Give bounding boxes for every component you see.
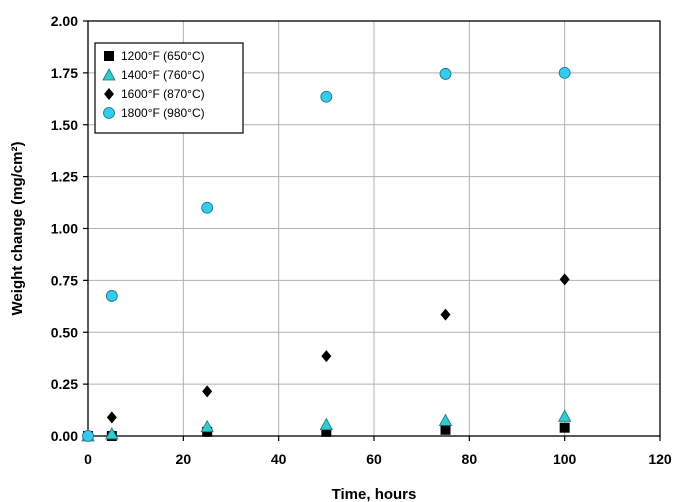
data-point xyxy=(439,68,452,80)
y-tick-label: 2.00 xyxy=(51,13,78,29)
series-2 xyxy=(81,409,572,442)
legend-label: 1200°F (650°C) xyxy=(121,49,205,63)
data-point xyxy=(201,201,214,214)
grid-lines xyxy=(87,20,661,437)
y-tick-label: 1.00 xyxy=(51,221,78,237)
legend-marker xyxy=(103,107,115,119)
data-point xyxy=(440,308,451,321)
y-tick-label: 0.00 xyxy=(51,428,78,444)
x-tick-label: 20 xyxy=(176,451,192,467)
legend-label: 1600°F (870°C) xyxy=(121,87,205,101)
legend-box xyxy=(94,42,244,134)
data-point xyxy=(105,427,119,440)
data-point xyxy=(559,273,570,286)
y-tick-label: 1.25 xyxy=(51,169,78,185)
data-point xyxy=(202,385,213,398)
data-point xyxy=(82,430,94,442)
data-point xyxy=(320,90,333,103)
data-series xyxy=(81,66,572,442)
data-point xyxy=(559,422,570,433)
legend-marker xyxy=(104,88,114,100)
x-tick-label: 100 xyxy=(553,451,577,467)
x-tick-label: 0 xyxy=(84,451,92,467)
y-tick-label: 0.75 xyxy=(51,272,78,288)
legend: 1200°F (650°C) 1400°F (760°C) 1600°F (870°… xyxy=(94,42,244,134)
data-point xyxy=(438,413,453,426)
series-3 xyxy=(83,273,570,442)
x-axis-ticks: 0 20 40 60 80 100 120 xyxy=(84,436,672,467)
data-point xyxy=(558,66,571,79)
data-point xyxy=(321,350,332,363)
x-tick-label: 120 xyxy=(648,451,672,467)
data-point xyxy=(200,419,214,433)
x-tick-label: 40 xyxy=(271,451,287,467)
data-point xyxy=(440,424,451,435)
data-point xyxy=(557,409,572,422)
y-tick-label: 0.50 xyxy=(51,324,78,340)
x-tick-label: 80 xyxy=(462,451,478,467)
x-axis-title: Time, hours xyxy=(332,486,417,502)
y-tick-label: 1.50 xyxy=(51,117,78,133)
legend-marker xyxy=(102,68,116,81)
data-point xyxy=(321,426,332,437)
y-axis-title: Weight change (mg/cm²) xyxy=(9,142,26,316)
y-tick-label: 0.25 xyxy=(51,376,78,392)
legend-label: 1800°F (980°C) xyxy=(121,106,205,120)
y-tick-label: 1.75 xyxy=(51,65,78,81)
legend-label: 1400°F (760°C) xyxy=(121,68,205,82)
y-axis-ticks: 0.00 0.25 0.50 0.75 1.00 1.25 1.50 1.75 2.00 xyxy=(51,13,88,444)
data-point xyxy=(105,290,118,302)
data-point xyxy=(319,417,334,430)
data-point xyxy=(106,411,117,424)
x-tick-label: 60 xyxy=(366,451,382,467)
series-4 xyxy=(82,66,571,442)
legend-marker xyxy=(104,51,114,61)
